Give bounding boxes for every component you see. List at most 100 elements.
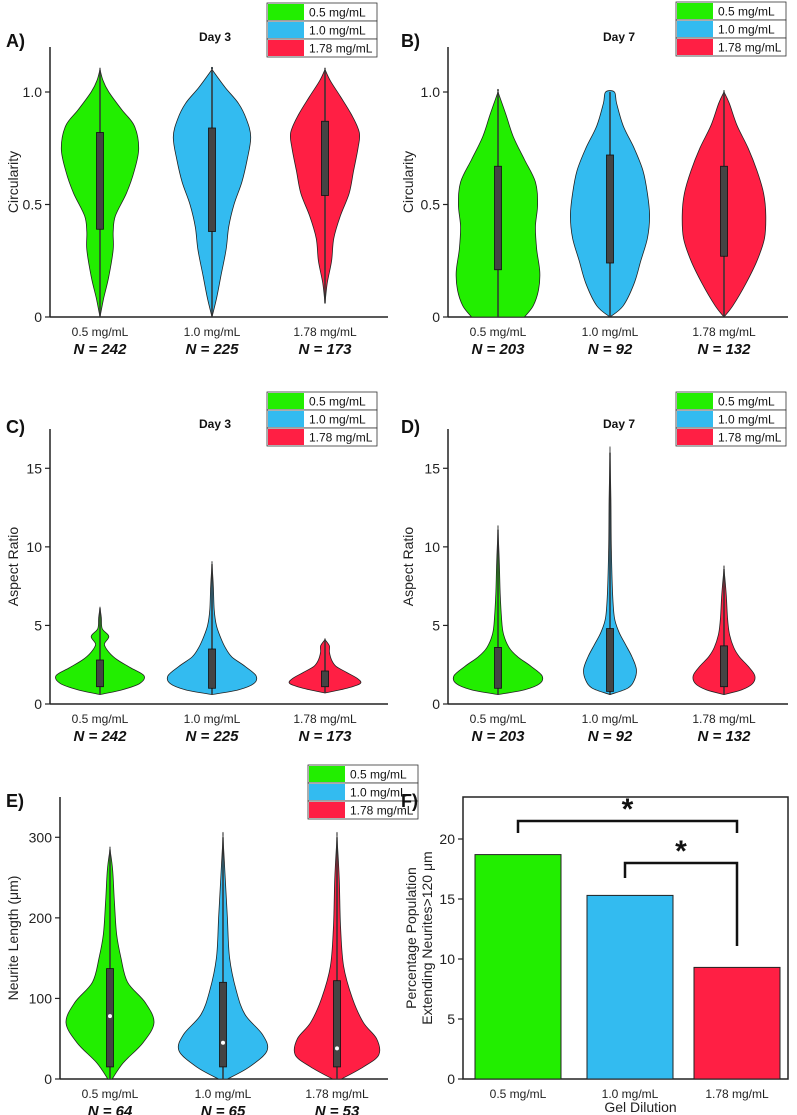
y-axis-label: Circularity xyxy=(400,151,416,213)
y-tick-label: 0.5 xyxy=(23,197,43,213)
bar xyxy=(586,894,674,1080)
y-tick-label: 200 xyxy=(29,910,53,926)
y-tick-label: 1.0 xyxy=(421,84,441,100)
violin-iqr-box xyxy=(494,647,502,689)
legend-label: 1.78 mg/mL xyxy=(309,42,373,56)
legend-swatch xyxy=(268,4,304,20)
legend-label: 1.0 mg/mL xyxy=(718,413,775,427)
x-tick-label: 1.0 mg/mL xyxy=(602,1087,659,1101)
violin-iqr-box xyxy=(720,165,728,257)
x-tick-label: 1.0 mg/mL xyxy=(582,712,639,726)
legend-label: 0.5 mg/mL xyxy=(309,395,366,409)
x-tick-label: 1.78 mg/mL xyxy=(705,1087,769,1101)
x-axis-label: Gel Dilution xyxy=(604,1099,676,1115)
legend-swatch xyxy=(309,802,345,818)
y-tick-label: 0 xyxy=(447,1071,455,1087)
sample-size-label: N = 65 xyxy=(201,1103,246,1115)
y-tick-label: 15 xyxy=(439,891,455,907)
panel-label: B) xyxy=(401,31,420,51)
sample-size-label: N = 173 xyxy=(299,341,353,358)
legend-label: 1.0 mg/mL xyxy=(350,786,407,800)
y-axis-label: Neurite Length (μm) xyxy=(5,876,21,1001)
panel-d: D) 0 5 10 15 Aspect Ratio Day 7 0.5 mg/mL 1.0 mg… xyxy=(400,391,788,745)
violin-iqr-box xyxy=(208,648,216,689)
legend-label: 1.78 mg/mL xyxy=(309,431,373,445)
y-tick-label: 15 xyxy=(424,460,440,476)
x-tick-label: 0.5 mg/mL xyxy=(82,1087,139,1101)
violin-median-dot xyxy=(108,1014,112,1019)
legend: 0.5 mg/mL 1.0 mg/mL 1.78 mg/mL xyxy=(266,2,378,58)
x-tick-label: 1.0 mg/mL xyxy=(184,325,241,339)
panel-label: D) xyxy=(401,417,420,437)
y-tick-label: 10 xyxy=(26,539,42,555)
y-tick-label: 15 xyxy=(26,460,42,476)
panel-f: F) 0 5 10 15 20 Percentage Population Extending… xyxy=(401,791,789,1115)
sample-size-label: N = 203 xyxy=(472,341,526,358)
legend-swatch xyxy=(677,21,713,37)
violin-iqr-box xyxy=(720,645,728,688)
legend-swatch xyxy=(268,429,304,445)
legend: 0.5 mg/mL 1.0 mg/mL 1.78 mg/mL xyxy=(266,391,378,447)
y-tick-label: 1.0 xyxy=(23,84,43,100)
y-tick-label: 5 xyxy=(34,617,42,633)
x-tick-label: 1.0 mg/mL xyxy=(184,712,241,726)
violin-iqr-box xyxy=(321,670,329,688)
panel-label: A) xyxy=(6,31,25,51)
legend-swatch xyxy=(309,784,345,800)
sample-size-label: N = 242 xyxy=(74,341,128,358)
violin-iqr-box xyxy=(606,628,614,692)
sample-size-label: N = 132 xyxy=(698,341,752,358)
sample-size-label: N = 173 xyxy=(299,728,353,745)
violin-iqr-box xyxy=(333,980,341,1068)
legend-label: 1.0 mg/mL xyxy=(309,24,366,38)
sample-size-label: N = 64 xyxy=(88,1103,133,1115)
bar xyxy=(474,854,562,1080)
x-tick-label: 1.78 mg/mL xyxy=(692,325,756,339)
violin-median-dot xyxy=(335,1046,339,1051)
y-axis-label: Circularity xyxy=(5,151,21,213)
legend-swatch xyxy=(268,393,304,409)
y-tick-label: 5 xyxy=(432,617,440,633)
legend-swatch xyxy=(677,411,713,427)
y-axis-label-line: Extending Neurites>120 μm xyxy=(419,851,435,1024)
legend-label: 1.78 mg/mL xyxy=(718,431,782,445)
legend-label: 0.5 mg/mL xyxy=(350,768,407,782)
violin-iqr-box xyxy=(208,127,216,232)
chart-title: Day 3 xyxy=(199,417,231,431)
x-tick-label: 1.78 mg/mL xyxy=(293,712,357,726)
legend-swatch xyxy=(268,40,304,56)
violin-iqr-box xyxy=(606,154,614,264)
legend-swatch xyxy=(309,766,345,782)
y-tick-label: 0 xyxy=(44,1071,52,1087)
legend-label: 0.5 mg/mL xyxy=(718,5,775,19)
bar xyxy=(693,966,781,1080)
legend-label: 1.0 mg/mL xyxy=(718,23,775,37)
y-tick-label: 10 xyxy=(439,951,455,967)
significance-bracket xyxy=(623,861,739,946)
panel-b: B) 0 0.5 1.0 Circularity Day 7 0.5 mg/mL 1.0 mg… xyxy=(400,1,788,358)
panel-e: E) 0 100 200 300 Neurite Length (μm) 0.5 mg/mL… xyxy=(5,764,419,1115)
y-tick-label: 0 xyxy=(432,309,440,325)
panel-a: A) 0 0.5 1.0 Circularity Day 3 0.5 mg/mL 1.0 mg… xyxy=(5,2,388,358)
chart-title: Day 7 xyxy=(603,30,635,44)
x-tick-label: 0.5 mg/mL xyxy=(72,712,129,726)
x-tick-label: 1.0 mg/mL xyxy=(582,325,639,339)
sample-size-label: N = 92 xyxy=(588,728,633,745)
x-tick-label: 1.78 mg/mL xyxy=(692,712,756,726)
legend-swatch xyxy=(677,3,713,19)
x-tick-label: 0.5 mg/mL xyxy=(470,325,527,339)
x-tick-label: 1.0 mg/mL xyxy=(195,1087,252,1101)
y-tick-label: 100 xyxy=(29,990,53,1006)
violin-iqr-box xyxy=(321,120,329,196)
sample-size-label: N = 53 xyxy=(315,1103,360,1115)
sample-size-label: N = 225 xyxy=(186,728,240,745)
legend-swatch xyxy=(268,22,304,38)
y-tick-label: 0 xyxy=(432,696,440,712)
y-tick-label: 5 xyxy=(447,1011,455,1027)
x-tick-label: 1.78 mg/mL xyxy=(293,325,357,339)
violin-iqr-box xyxy=(96,132,104,230)
legend-label: 1.78 mg/mL xyxy=(350,804,414,818)
panel-label: E) xyxy=(6,791,24,811)
violin-iqr-box xyxy=(494,165,502,271)
